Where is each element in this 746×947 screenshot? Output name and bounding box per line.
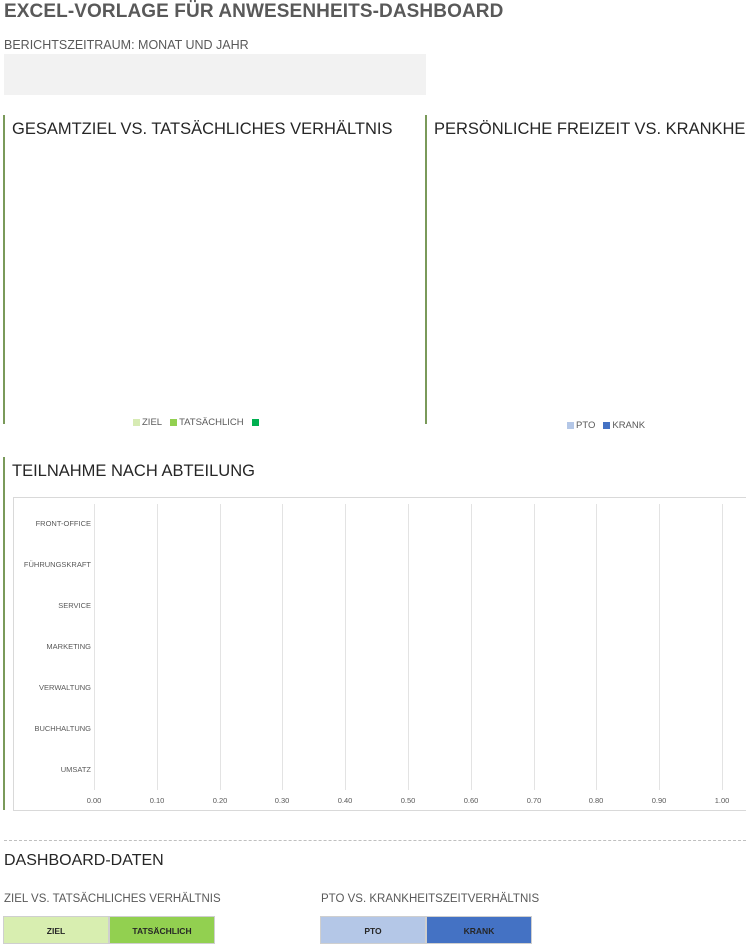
pto-panel-border [425, 115, 427, 424]
reporting-period-input[interactable] [4, 54, 426, 95]
legend-item-actual: TATSÄCHLICH [170, 417, 244, 428]
dashboard-data-title: DASHBOARD-DATEN [4, 852, 164, 869]
goal-panel-border [3, 115, 5, 424]
x-tick-label: 0.60 [463, 796, 479, 805]
dashboard-title: EXCEL-VORLAGE FÜR ANWESENHEITS-DASHBOARD [4, 1, 504, 22]
legend-swatch-goal [133, 419, 140, 426]
legend-label-goal: ZIEL [142, 417, 163, 428]
goal-panel-title: GESAMTZIEL VS. TATSÄCHLICHES VERHÄLTNIS [12, 120, 393, 138]
legend-label-pto: PTO [576, 420, 596, 431]
x-tick-label: 0.00 [86, 796, 102, 805]
pto-panel-legend: PTO KRANK [567, 420, 649, 431]
x-tick-label: 1.00 [714, 796, 730, 805]
department-chart-title: TEILNAHME NACH ABTEILUNG [12, 462, 255, 480]
legend-label-sick: KRANK [612, 420, 646, 431]
category-label: FRONT-OFFICE [35, 519, 91, 528]
gridline-5 [408, 504, 409, 790]
pto-table-header-pto[interactable]: PTO [320, 916, 426, 944]
legend-swatch-sick [603, 422, 611, 429]
gridline-8 [596, 504, 597, 790]
category-label: BUCHHALTUNG [34, 724, 91, 733]
gridline-1 [157, 504, 158, 790]
legend-swatch-third [251, 419, 259, 426]
gridline-0 [94, 504, 95, 790]
pto-panel-title: PERSÖNLICHE FREIZEIT VS. KRANKHEITSZ [434, 120, 746, 138]
legend-item-pto: PTO [567, 420, 595, 431]
goal-panel-legend: ZIEL TATSÄCHLICH [133, 417, 265, 428]
gridline-3 [282, 504, 283, 790]
section-divider [4, 840, 746, 841]
x-tick-label: 0.30 [274, 796, 290, 805]
pto-table-label: PTO VS. KRANKHEITSZEITVERHÄLTNIS [321, 893, 540, 905]
x-tick-label: 0.10 [149, 796, 165, 805]
x-tick-label: 0.40 [337, 796, 353, 805]
department-chart-frame [13, 497, 746, 811]
legend-swatch-actual [170, 419, 178, 426]
reporting-period-label: BERICHTSZEITRAUM: MONAT UND JAHR [4, 38, 249, 52]
goal-table-label: ZIEL VS. TATSÄCHLICHES VERHÄLTNIS [4, 893, 221, 905]
category-label: MARKETING [46, 642, 91, 651]
x-tick-label: 0.50 [400, 796, 416, 805]
gridline-6 [471, 504, 472, 790]
category-label: VERWALTUNG [39, 683, 91, 692]
gridline-2 [220, 504, 221, 790]
goal-table-header-goal[interactable]: ZIEL [3, 916, 109, 944]
department-panel-border [3, 457, 5, 810]
pto-table-header-sick[interactable]: KRANK [426, 916, 532, 944]
legend-item-goal: ZIEL [133, 417, 162, 428]
legend-item-sick: KRANK [603, 420, 645, 431]
x-tick-label: 0.70 [526, 796, 542, 805]
category-label: FÜHRUNGSKRAFT [23, 560, 91, 569]
x-tick-label: 0.80 [588, 796, 604, 805]
goal-table-header-actual[interactable]: TATSÄCHLICH [109, 916, 215, 944]
gridline-4 [345, 504, 346, 790]
category-label: UMSATZ [60, 765, 91, 774]
gridline-10 [722, 504, 723, 790]
x-tick-label: 0.20 [212, 796, 228, 805]
category-label: SERVICE [58, 601, 91, 610]
legend-item-third [251, 419, 261, 426]
legend-label-actual: TATSÄCHLICH [179, 417, 244, 428]
legend-swatch-pto [567, 422, 574, 429]
gridline-9 [659, 504, 660, 790]
x-tick-label: 0.90 [651, 796, 667, 805]
gridline-7 [534, 504, 535, 790]
